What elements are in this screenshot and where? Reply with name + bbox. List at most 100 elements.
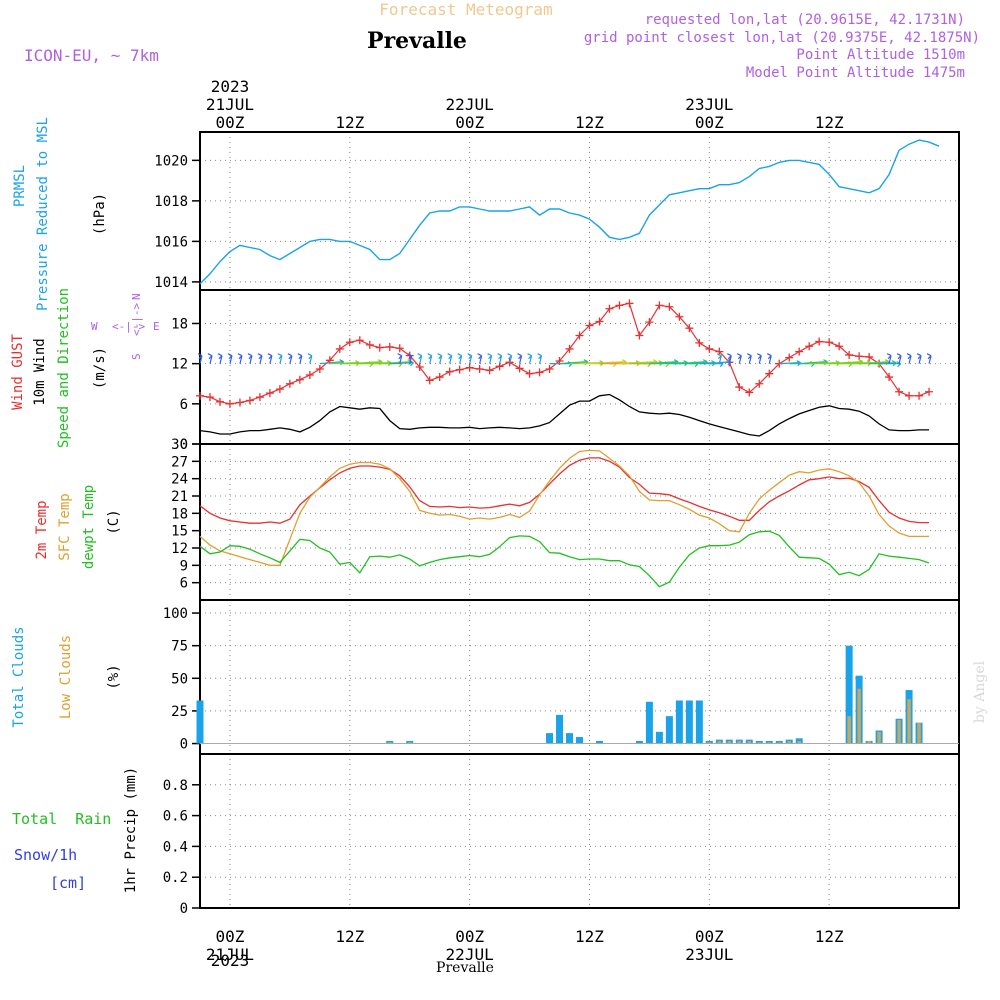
- total-cloud-bar: [645, 701, 653, 744]
- gust-point: [305, 371, 314, 380]
- gust-point: [835, 342, 844, 351]
- compass-s: S: [130, 353, 143, 360]
- total-clouds-label: Total Clouds: [11, 626, 27, 727]
- gust-point: [605, 304, 614, 313]
- ytick-label-3-4: 100: [163, 606, 188, 622]
- ytick-label-0-0: 1014: [154, 275, 188, 291]
- panel-frame-0: [199, 131, 960, 291]
- compass-w: W: [91, 320, 98, 333]
- wind-arrow: [427, 353, 433, 364]
- gust-point: [865, 352, 874, 361]
- temp-labels: 2m Temp SFC Temp dewpt Temp (C): [34, 485, 122, 569]
- panel-frame-1: [199, 289, 960, 445]
- gust-point: [345, 338, 354, 347]
- total-rain-label: Total Rain: [12, 810, 111, 828]
- wind-arrow: [497, 353, 503, 364]
- top-date-label-4: 23JUL: [685, 95, 733, 114]
- gust-point: [385, 342, 394, 351]
- gust-point: [475, 365, 484, 374]
- dewpt-line: [199, 530, 930, 588]
- wind-arrow: [467, 353, 473, 364]
- wind-arrow: [397, 353, 403, 364]
- temp2m-line: [199, 457, 929, 524]
- sfc-temp-line: [199, 449, 929, 566]
- bottom-time-label-0: 00Z: [216, 927, 245, 946]
- bottom-time-label-3: 12Z: [575, 927, 604, 946]
- wind-arrow: [886, 353, 892, 364]
- low-cloud-bar: [857, 688, 861, 744]
- top-time-label-2: 00Z: [455, 113, 484, 132]
- top-time-label-0: 00Z: [216, 113, 245, 132]
- gust-point: [845, 350, 854, 359]
- top-time-label-1: 12Z: [335, 113, 364, 132]
- low-cloud-bar: [757, 742, 762, 744]
- sfc-label: SFC Temp: [57, 493, 73, 560]
- gust-point: [645, 318, 654, 327]
- gust-point: [915, 391, 924, 400]
- top-time-label-5: 12Z: [815, 113, 844, 132]
- gust-point: [295, 375, 304, 384]
- gust-point: [925, 387, 934, 396]
- gust-point: [705, 344, 714, 353]
- wind-arrow: [766, 353, 772, 364]
- gust-point: [655, 301, 664, 310]
- low-cloud-bar: [787, 740, 791, 744]
- point-altitude: Point Altitude 1510m: [796, 47, 965, 63]
- bottom-year-label-0: 2023: [211, 951, 250, 970]
- gust-point: [815, 337, 824, 346]
- wind-arrow: [247, 353, 253, 364]
- cloud-labels: Total Clouds Low Clouds (%): [11, 626, 122, 727]
- credit-watermark: by Angel: [972, 660, 988, 723]
- top-date-label-2: 22JUL: [446, 95, 494, 114]
- ytick-label-0-2: 1018: [154, 194, 188, 210]
- low-cloud-bar: [877, 731, 881, 744]
- wind-arrow: [737, 353, 742, 364]
- wind-line: [199, 393, 929, 437]
- gust-point: [785, 353, 794, 362]
- low-cloud-bar: [707, 742, 712, 744]
- wind-arrow: [417, 353, 423, 364]
- wind-arrow: [727, 353, 732, 364]
- subtitle: Forecast Meteogram: [379, 0, 552, 19]
- ytick-label-2-6: 24: [171, 472, 188, 488]
- gust-point: [745, 388, 754, 397]
- ytick-label-2-2: 12: [171, 541, 188, 557]
- gust-point: [275, 385, 284, 394]
- gust-point: [215, 397, 224, 406]
- gust-point: [805, 342, 814, 351]
- gust-point: [675, 312, 684, 321]
- gust-point: [315, 365, 324, 374]
- top-date-label-0: 21JUL: [206, 95, 254, 114]
- gust-point: [415, 363, 424, 371]
- gust-point: [795, 347, 804, 356]
- low-cloud-bar: [797, 740, 801, 744]
- wind-arrow: [906, 353, 912, 364]
- gust-point: [455, 365, 464, 374]
- low-cloud-bar: [847, 716, 851, 744]
- ytick-label-4-4: 0.8: [163, 778, 188, 794]
- top-time-label-4: 00Z: [695, 113, 724, 132]
- wind-direction-arrows: [197, 353, 932, 368]
- low-cloud-bar: [388, 742, 392, 744]
- gust-point: [565, 344, 574, 353]
- temp2m-label: 2m Temp: [34, 500, 50, 559]
- gust-point: [365, 340, 374, 349]
- bottom-date-label-0: 21JUL: [206, 945, 254, 964]
- wind-arrow: [896, 353, 902, 364]
- grid-lines: [200, 132, 959, 909]
- gust-point: [895, 387, 904, 396]
- ytick-label-4-2: 0.4: [163, 839, 188, 855]
- gust-point: [685, 324, 694, 333]
- model-altitude: Model Point Altitude 1475m: [746, 65, 965, 81]
- wind-arrow: [507, 353, 513, 364]
- snow-label: Snow/1h: [14, 846, 77, 864]
- gust-point: [335, 344, 344, 353]
- prmsl-line: [199, 139, 940, 285]
- prmsl-label: PRMSL: [12, 165, 28, 207]
- prmsl-unit: (hPa): [92, 193, 108, 235]
- gust-label: Wind GUST: [10, 334, 26, 410]
- ytick-label-2-7: 27: [171, 454, 188, 470]
